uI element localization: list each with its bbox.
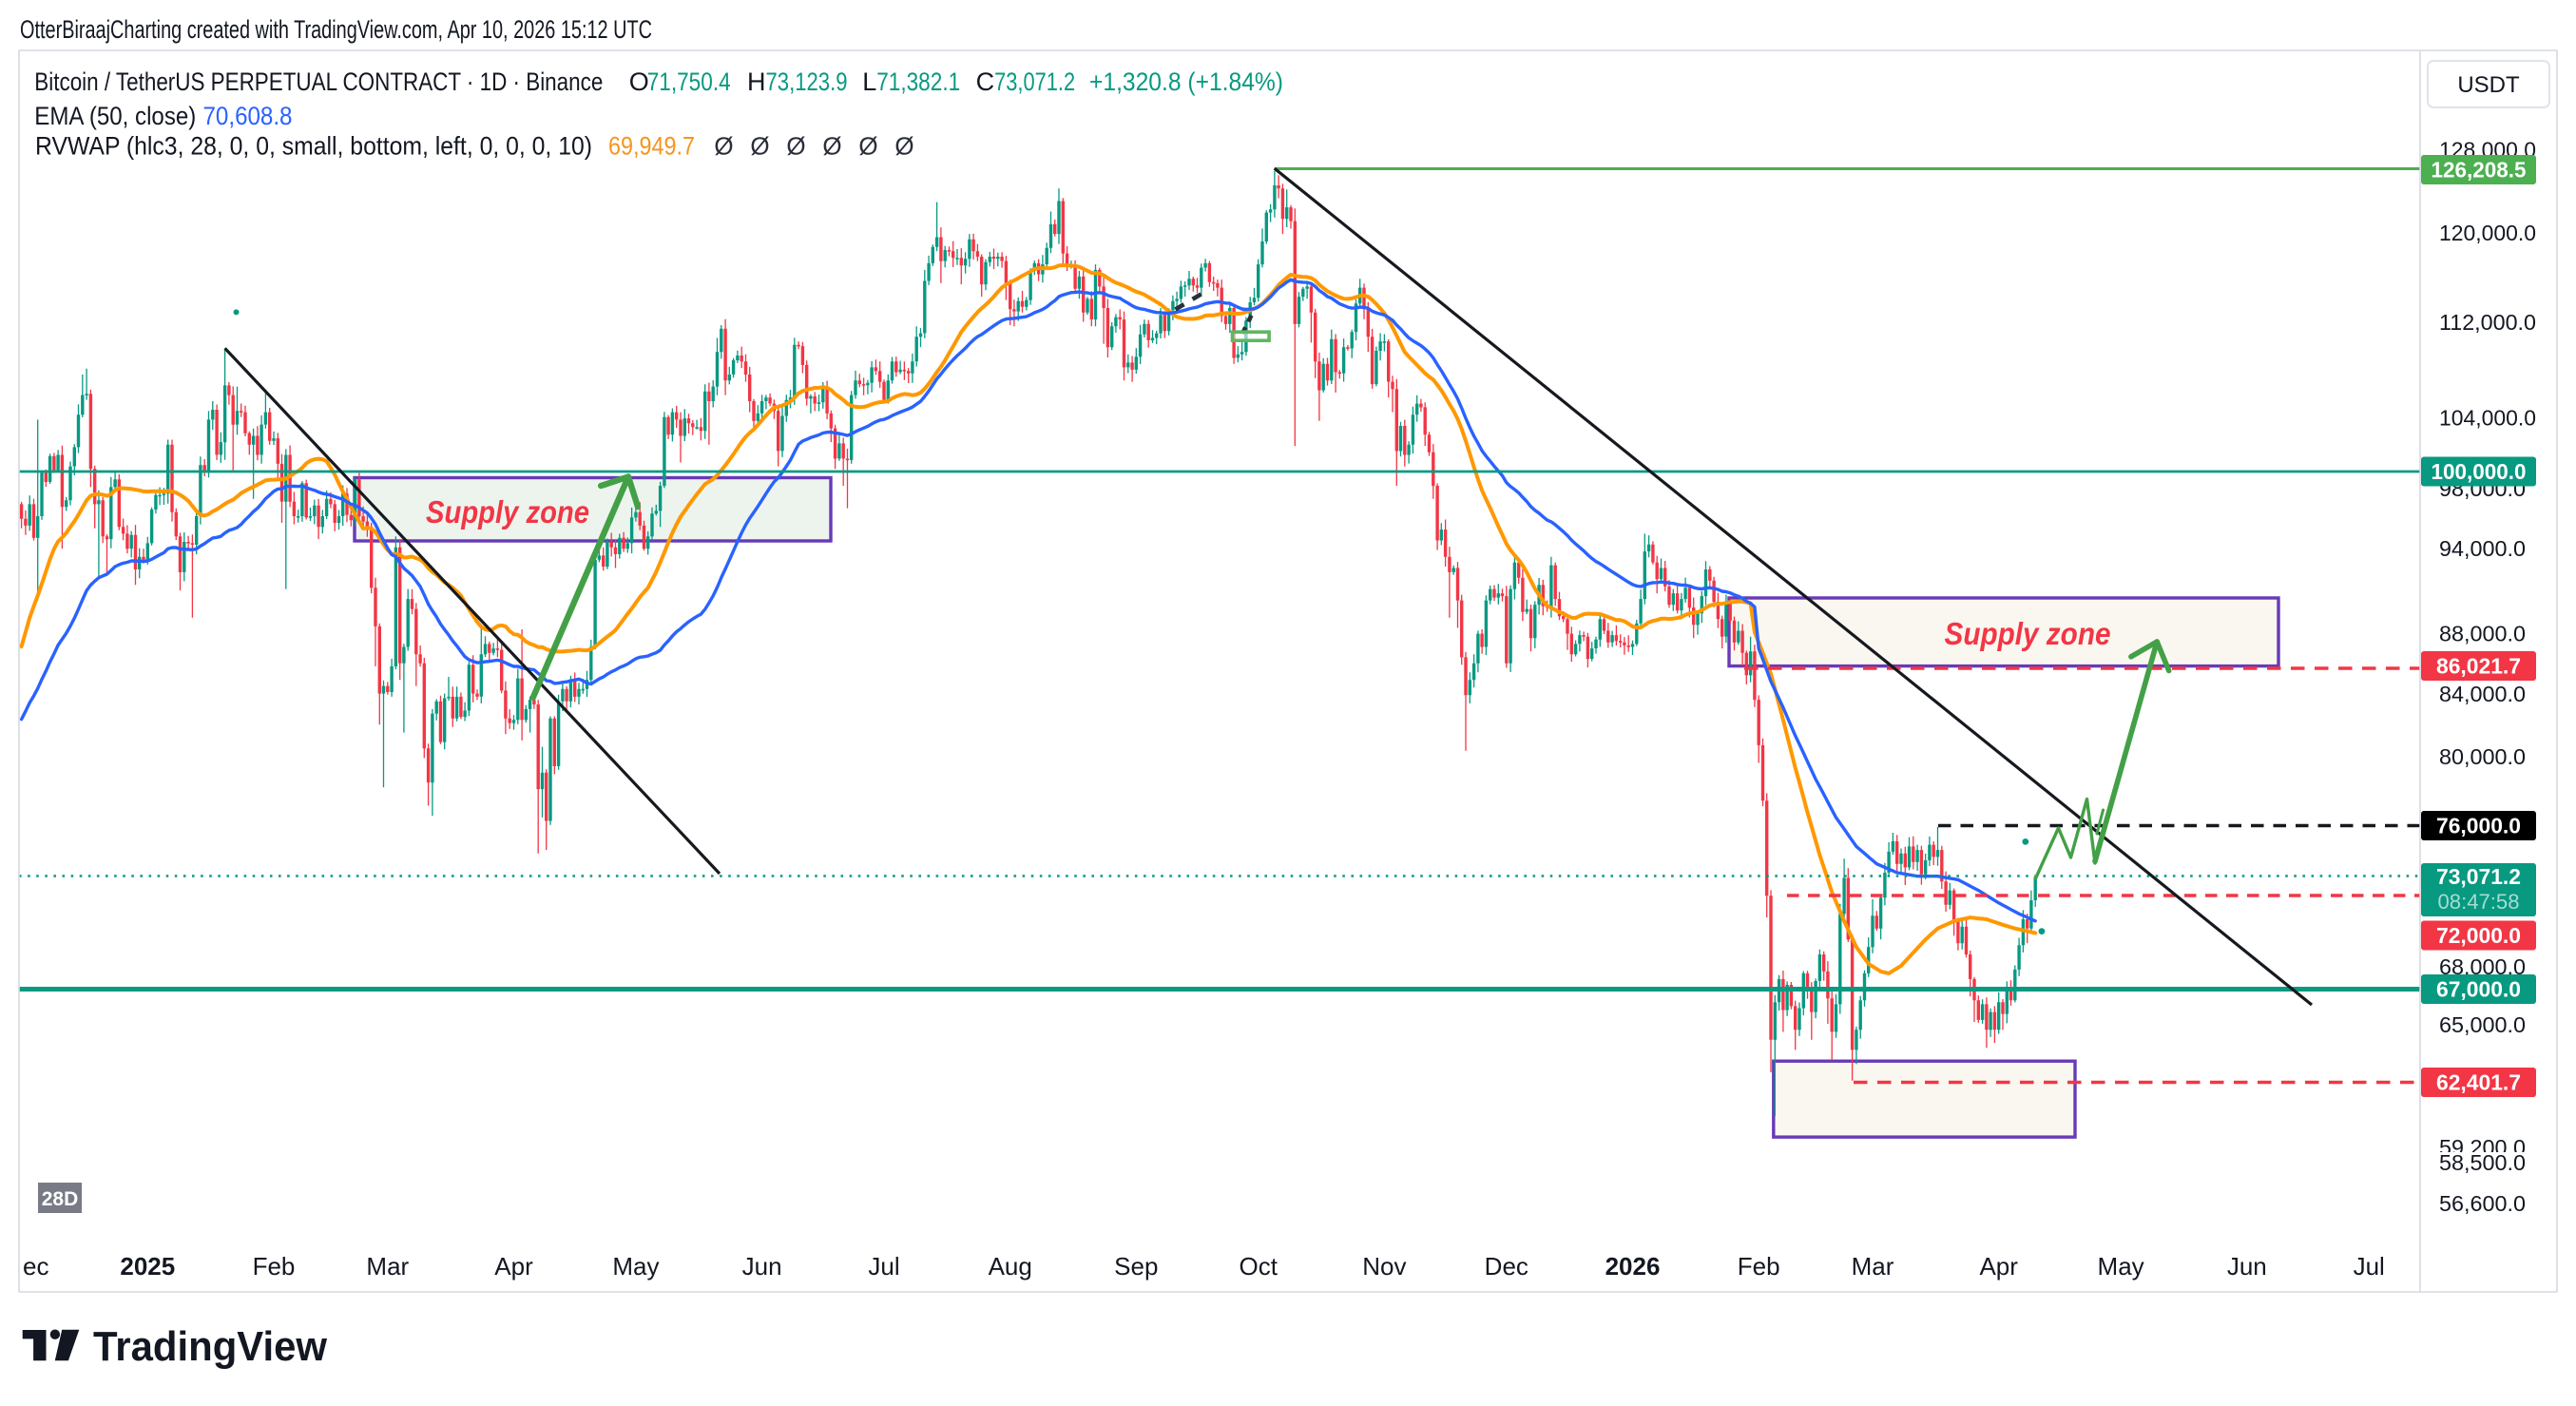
svg-text:Feb: Feb — [1738, 1252, 1780, 1281]
svg-text:H: H — [747, 67, 766, 96]
svg-text:73,123.9: 73,123.9 — [766, 67, 848, 96]
svg-text:L: L — [862, 67, 876, 96]
svg-text:TradingView: TradingView — [93, 1323, 328, 1370]
svg-text:May: May — [2098, 1252, 2144, 1281]
svg-text:70,608.8: 70,608.8 — [203, 102, 293, 130]
svg-text:80,000.0: 80,000.0 — [2439, 744, 2526, 769]
svg-text:67,000.0: 67,000.0 — [2436, 977, 2521, 1002]
svg-text:May: May — [612, 1252, 659, 1281]
svg-text:Ø: Ø — [714, 132, 733, 161]
svg-text:86,021.7: 86,021.7 — [2436, 654, 2521, 679]
svg-text:USDT: USDT — [2457, 72, 2520, 98]
svg-text:71,382.1: 71,382.1 — [876, 67, 960, 96]
svg-text:Jun: Jun — [742, 1252, 782, 1281]
svg-text:2026: 2026 — [1605, 1252, 1661, 1281]
svg-text:+1,320.8 (+1.84%): +1,320.8 (+1.84%) — [1089, 67, 1283, 96]
svg-text:Oct: Oct — [1239, 1252, 1278, 1281]
svg-text:62,401.7: 62,401.7 — [2436, 1070, 2521, 1095]
svg-text:104,000.0: 104,000.0 — [2439, 406, 2536, 431]
svg-text:126,208.5: 126,208.5 — [2432, 158, 2527, 183]
svg-text:EMA (50, close): EMA (50, close) — [34, 102, 196, 130]
svg-text:Ø: Ø — [750, 132, 769, 161]
svg-text:Jun: Jun — [2227, 1252, 2267, 1281]
svg-text:100,000.0: 100,000.0 — [2432, 459, 2527, 484]
svg-text:71,750.4: 71,750.4 — [647, 67, 731, 96]
svg-text:Bitcoin / TetherUS PERPETUAL C: Bitcoin / TetherUS PERPETUAL CONTRACT · … — [34, 67, 603, 96]
svg-text:Aug: Aug — [989, 1252, 1032, 1281]
svg-text:120,000.0: 120,000.0 — [2439, 221, 2536, 245]
svg-text:112,000.0: 112,000.0 — [2439, 310, 2536, 335]
svg-text:28D: 28D — [42, 1188, 79, 1210]
svg-text:O: O — [629, 67, 649, 96]
svg-text:Sep: Sep — [1114, 1252, 1158, 1281]
svg-text:76,000.0: 76,000.0 — [2436, 814, 2521, 838]
svg-text:Ø: Ø — [786, 132, 805, 161]
svg-text:69,949.7: 69,949.7 — [608, 132, 695, 161]
svg-text:Jul: Jul — [868, 1252, 899, 1281]
svg-text:65,000.0: 65,000.0 — [2439, 1012, 2526, 1037]
svg-text:08:47:58: 08:47:58 — [2438, 890, 2520, 914]
svg-text:58,500.0: 58,500.0 — [2439, 1150, 2526, 1175]
svg-text:88,000.0: 88,000.0 — [2439, 622, 2526, 646]
svg-text:94,000.0: 94,000.0 — [2439, 536, 2526, 561]
svg-text:OtterBiraajCharting created wi: OtterBiraajCharting created with Trading… — [20, 15, 652, 44]
svg-text:Supply zone: Supply zone — [1945, 616, 2111, 651]
svg-text:73,071.2: 73,071.2 — [2436, 864, 2521, 889]
svg-text:ec: ec — [23, 1252, 48, 1281]
svg-text:73,071.2: 73,071.2 — [994, 67, 1075, 96]
svg-text:2025: 2025 — [120, 1252, 175, 1281]
svg-text:Dec: Dec — [1485, 1252, 1528, 1281]
svg-text:72,000.0: 72,000.0 — [2436, 923, 2521, 948]
svg-text:C: C — [976, 67, 995, 96]
svg-text:Feb: Feb — [253, 1252, 296, 1281]
svg-text:Apr: Apr — [494, 1252, 533, 1281]
svg-text:Mar: Mar — [1852, 1252, 1894, 1281]
svg-text:Jul: Jul — [2354, 1252, 2385, 1281]
svg-text:Apr: Apr — [1979, 1252, 2018, 1281]
svg-text:Supply zone: Supply zone — [426, 494, 589, 530]
svg-text:56,600.0: 56,600.0 — [2439, 1191, 2526, 1216]
svg-text:Ø: Ø — [894, 132, 913, 161]
svg-text:Ø: Ø — [822, 132, 841, 161]
svg-text:Ø: Ø — [858, 132, 877, 161]
svg-text:Nov: Nov — [1362, 1252, 1406, 1281]
svg-text:Mar: Mar — [366, 1252, 409, 1281]
svg-text:84,000.0: 84,000.0 — [2439, 682, 2526, 706]
svg-text:RVWAP (hlc3, 28, 0, 0, small,: RVWAP (hlc3, 28, 0, 0, small, bottom, le… — [35, 132, 592, 161]
